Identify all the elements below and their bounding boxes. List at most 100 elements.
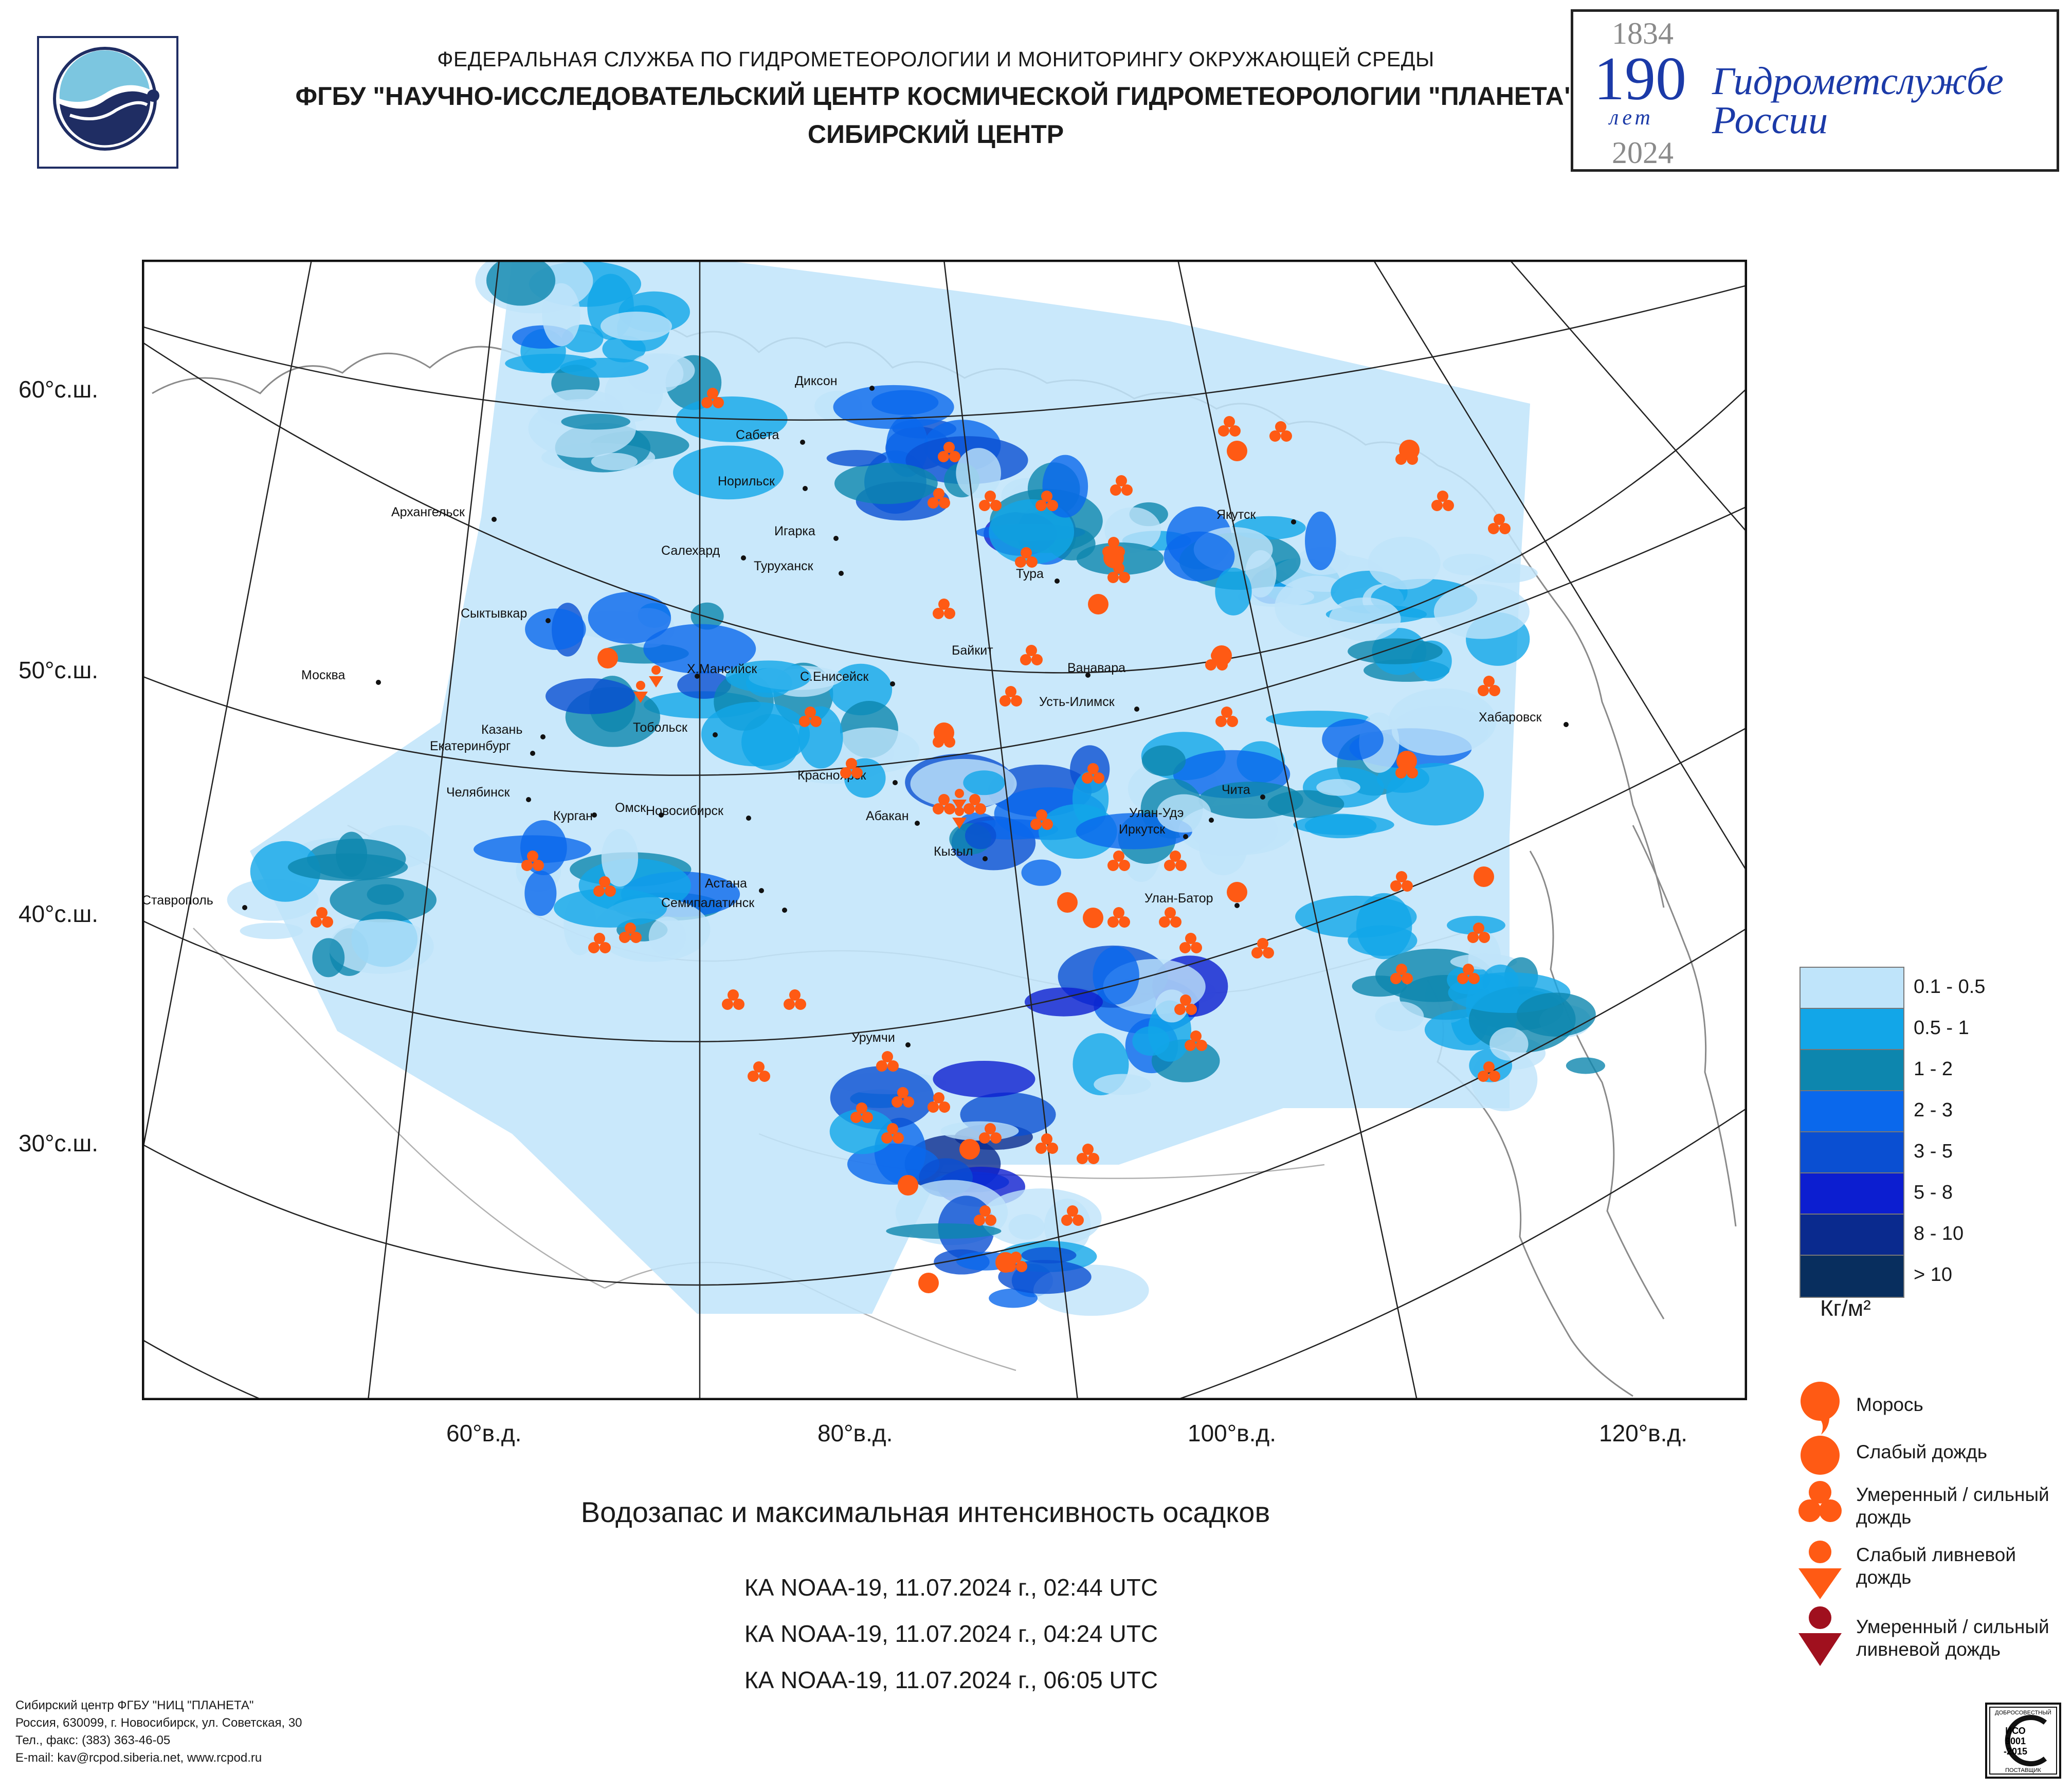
legend-swatch <box>1800 1172 1904 1216</box>
moderate-rain-marker <box>974 1205 996 1226</box>
city-dot <box>833 536 839 541</box>
city-label: Екатеринбург <box>430 739 511 753</box>
light-rain-marker <box>959 1139 980 1160</box>
city-4[interactable]: Игарка <box>774 524 839 541</box>
city-34[interactable]: Ставрополь <box>142 893 247 910</box>
moderate-rain-marker <box>1082 763 1104 784</box>
city-1[interactable]: Диксон <box>795 374 875 391</box>
city-2[interactable]: Сабета <box>736 428 805 445</box>
city-dot <box>741 555 746 560</box>
city-8[interactable]: Салехард <box>661 544 746 560</box>
city-label: Х.Мансийск <box>687 662 757 676</box>
moderate-rain-marker <box>1107 907 1130 928</box>
moderate-rain-marker <box>1488 514 1511 534</box>
precip-patch <box>798 706 843 769</box>
precipitation-map[interactable]: Диксон Сабета Норильск Игарка Туруханск Тура А… <box>141 248 1748 1489</box>
city-33[interactable]: Улан-Батор <box>1144 891 1240 908</box>
city-31[interactable]: Астана <box>705 876 764 893</box>
moderate-rain-marker <box>1390 964 1413 984</box>
city-label: Семипалатинск <box>661 896 755 910</box>
precip-patch <box>1348 638 1443 664</box>
footer-line: Тел., факс: (383) 363-46-05 <box>15 1733 171 1747</box>
precip-patch <box>1305 511 1336 570</box>
moderate-rain-marker <box>1035 1133 1058 1154</box>
precip-patch <box>330 877 437 922</box>
precip-patch <box>250 841 321 902</box>
lat-label-30: 30°с.ш. <box>19 1130 99 1156</box>
city-9[interactable]: Якутск <box>1216 508 1296 524</box>
city-24[interactable]: Курган <box>553 809 597 823</box>
city-label: Урумчи <box>851 1030 895 1045</box>
city-15[interactable]: С.Енисейск <box>800 670 895 686</box>
city-14[interactable]: Х.Мансийск <box>687 662 757 679</box>
moderate-rain-marker <box>1061 1205 1084 1226</box>
city-dot <box>800 440 805 445</box>
moderate-rain-marker <box>588 933 611 953</box>
city-29[interactable]: Иркутск <box>1119 822 1188 839</box>
city-30[interactable]: Кызыл <box>934 844 988 861</box>
legend-bin-label: 0.1 - 0.5 <box>1914 976 1986 998</box>
moderate-rain-marker <box>311 907 333 928</box>
city-11[interactable]: Байкит <box>952 643 1026 660</box>
lon-label-100: 100°в.д. <box>1188 1420 1276 1446</box>
city-20[interactable]: Тобольск <box>633 720 718 737</box>
city-28[interactable]: Улан-Удэ <box>1129 806 1214 823</box>
city-6[interactable]: Тура <box>1016 567 1060 584</box>
city-10[interactable]: Сыктывкар <box>461 606 551 623</box>
cert-iso1: ИСО <box>2005 1726 2026 1736</box>
city-35[interactable]: Урумчи <box>851 1030 911 1047</box>
city-16[interactable]: Усть-Илимск <box>1039 695 1139 712</box>
city-5[interactable]: Туруханск <box>754 559 844 576</box>
city-dot <box>759 888 764 893</box>
city-26[interactable]: Новосибирск <box>646 804 751 821</box>
city-13[interactable]: Москва <box>301 668 381 685</box>
precip-symbol-layer <box>311 388 1511 1293</box>
moderate-rain-marker <box>701 388 724 408</box>
precip-patch <box>1164 531 1235 582</box>
moderate-rain-marker <box>979 1123 1002 1144</box>
moderate-rain-marker <box>1164 851 1187 871</box>
city-19[interactable]: Екатеринбург <box>430 739 535 756</box>
lon-label-60: 60°в.д. <box>446 1420 522 1446</box>
precip-patch <box>1141 745 1186 776</box>
city-dot <box>869 386 875 391</box>
light-rain-label: Слабый дождь <box>1856 1441 1987 1462</box>
footer-link[interactable]: E-mail: kav@rcpod.siberia.net, www.rcpod… <box>15 1751 262 1765</box>
city-25[interactable]: Омск <box>615 801 664 818</box>
precip-patch <box>1516 992 1596 1037</box>
city-label: Архангельск <box>391 505 465 519</box>
city-32[interactable]: Семипалатинск <box>661 896 787 913</box>
city-18[interactable]: Казань <box>481 722 546 739</box>
city-dot <box>983 856 988 861</box>
planeta-logo <box>37 36 178 169</box>
city-12[interactable]: Ванавара <box>1067 661 1125 678</box>
anniversary-badge: 1834 190 лет 2024 Гидрометслужбе России <box>1571 9 2059 172</box>
city-label: Туруханск <box>754 559 814 573</box>
precip-patch <box>1433 584 1530 639</box>
precip-patch <box>1474 563 1538 583</box>
precip-patch <box>1375 1001 1424 1032</box>
city-22[interactable]: Чита <box>1222 783 1265 800</box>
city-dot <box>540 734 546 739</box>
city-17[interactable]: Хабаровск <box>1479 710 1569 727</box>
cert-iso2: 9001 <box>2005 1736 2026 1746</box>
moderate-rain-marker <box>1035 491 1058 511</box>
city-7[interactable]: Архангельск <box>391 505 497 522</box>
city-label: Ванавара <box>1067 661 1125 675</box>
city-23[interactable]: Челябинск <box>446 785 531 802</box>
heavy-shower-symbol <box>1798 1606 1842 1666</box>
city-label: Якутск <box>1216 508 1256 522</box>
city-3[interactable]: Норильск <box>718 474 808 491</box>
precip-patch <box>1245 550 1277 598</box>
moderate-rain-marker <box>964 794 986 815</box>
city-27[interactable]: Абакан <box>866 809 920 826</box>
city-dot <box>915 821 920 826</box>
legend-bin-label: 1 - 2 <box>1914 1058 1953 1080</box>
legend-swatch <box>1800 1090 1904 1133</box>
moderate-rain-symbol <box>1798 1481 1842 1522</box>
city-label: Игарка <box>774 524 815 538</box>
precip-patch <box>1156 794 1211 833</box>
light-shower-symbol <box>1798 1541 1842 1599</box>
legend-swatch <box>1800 1214 1904 1257</box>
city-dot <box>1234 903 1240 908</box>
